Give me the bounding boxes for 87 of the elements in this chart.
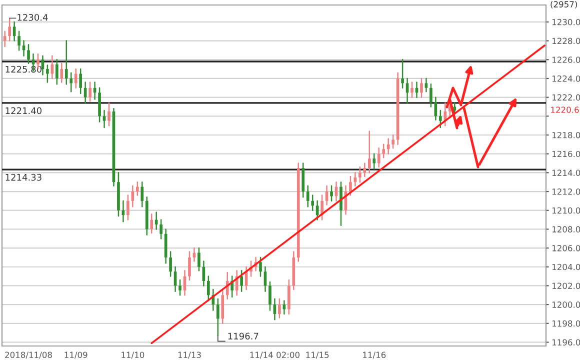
x-tick-label: 11/10 (122, 352, 144, 359)
candlestick (320, 194, 324, 220)
candlestick (79, 68, 82, 94)
y-tick-label: 1202.0 (552, 282, 580, 289)
candlestick (430, 84, 432, 108)
candlestick (160, 219, 162, 240)
y-tick-label: 1208.0 (552, 226, 580, 232)
y-tick-label: 1224.0 (552, 75, 580, 82)
candlestick (410, 82, 414, 98)
y-tick-label: 1200.0 (552, 302, 580, 308)
candlestick (259, 256, 262, 277)
candlestick (64, 40, 68, 85)
candlestick (340, 181, 342, 226)
annotation: 1230.4 (18, 14, 48, 21)
candlestick (382, 144, 386, 158)
candlestick (27, 44, 30, 64)
candlestick (282, 300, 286, 315)
candlestick (302, 162, 305, 198)
candlestick (169, 251, 172, 277)
x-tick-label: 11/15 (306, 352, 329, 359)
x-tick-label: 11/14 02:00 (250, 352, 300, 359)
y-tick-label: 1206.0 (552, 245, 580, 252)
candlestick (216, 298, 220, 336)
candlestick (188, 251, 191, 281)
candlestick (363, 162, 366, 178)
candlestick (136, 181, 139, 196)
candlestick (70, 72, 73, 92)
y-tick-label: 1228.0 (552, 38, 580, 44)
ref-line-label: 1214.33 (6, 174, 42, 181)
y-tick-label: 1216.0 (552, 150, 580, 158)
candlestick (198, 247, 200, 272)
y-tick-label: 1210.0 (552, 207, 580, 214)
y-tick-label: 1198.0 (552, 320, 580, 327)
x-tick-label: 11/09 (64, 352, 88, 359)
candlestick (401, 59, 404, 89)
candlestick (178, 279, 182, 296)
candlestick (287, 279, 290, 315)
candlestick (18, 30, 20, 51)
candlestick (207, 276, 210, 302)
x-tick-label: 11/16 (363, 352, 386, 359)
candlestick (306, 185, 310, 208)
y-tick-label: 1212.0 (552, 188, 580, 195)
candlestick (240, 270, 243, 292)
candlestick (311, 194, 314, 211)
candlestick (424, 78, 428, 92)
annotation: 1196.7 (228, 332, 258, 340)
candlestick (60, 62, 64, 83)
candlestick (192, 247, 196, 262)
candlestick (386, 138, 390, 154)
candlestick (126, 194, 130, 220)
ref-line-label: 1221.40 (6, 107, 42, 114)
y-tick-label: 1226.0 (552, 56, 580, 63)
candlestick (150, 213, 154, 234)
candlestick (278, 298, 281, 318)
y-tick-label: 1218.0 (552, 132, 580, 138)
candlestick (420, 78, 423, 98)
candlestick (154, 212, 158, 230)
candlestick (46, 64, 49, 83)
candlestick (372, 153, 376, 170)
y-tick-label: 1214.0 (552, 170, 580, 176)
candlestick (56, 59, 58, 85)
text: (2957) (550, 1, 577, 8)
x-tick-label: 11/13 (178, 352, 201, 359)
candlestick (221, 288, 224, 324)
candlestick (8, 18, 11, 42)
candlestick (268, 281, 272, 311)
candlestick (349, 176, 352, 196)
y-tick-label: 1222.0 (552, 94, 580, 101)
y-tick-label: 1204.0 (552, 264, 580, 270)
candlestick (98, 87, 101, 122)
candlestick (88, 82, 92, 102)
candlestick (140, 181, 144, 208)
candlestick (392, 134, 394, 149)
candlestick (368, 130, 371, 174)
candlestick (358, 166, 362, 183)
candlestick (444, 102, 447, 126)
candlestick (439, 110, 442, 128)
text: 1220.6 (551, 106, 579, 113)
candlestick (102, 110, 106, 128)
candlestick (74, 68, 78, 89)
y-tick-label: 1196.0 (552, 339, 580, 346)
candlestick (3, 30, 6, 48)
candlestick (330, 185, 333, 202)
candlestick (108, 102, 110, 126)
x-tick-label: 2018/11/08 (5, 352, 52, 359)
candlestick (377, 148, 380, 168)
y-tick-label: 1230.0 (552, 18, 580, 26)
